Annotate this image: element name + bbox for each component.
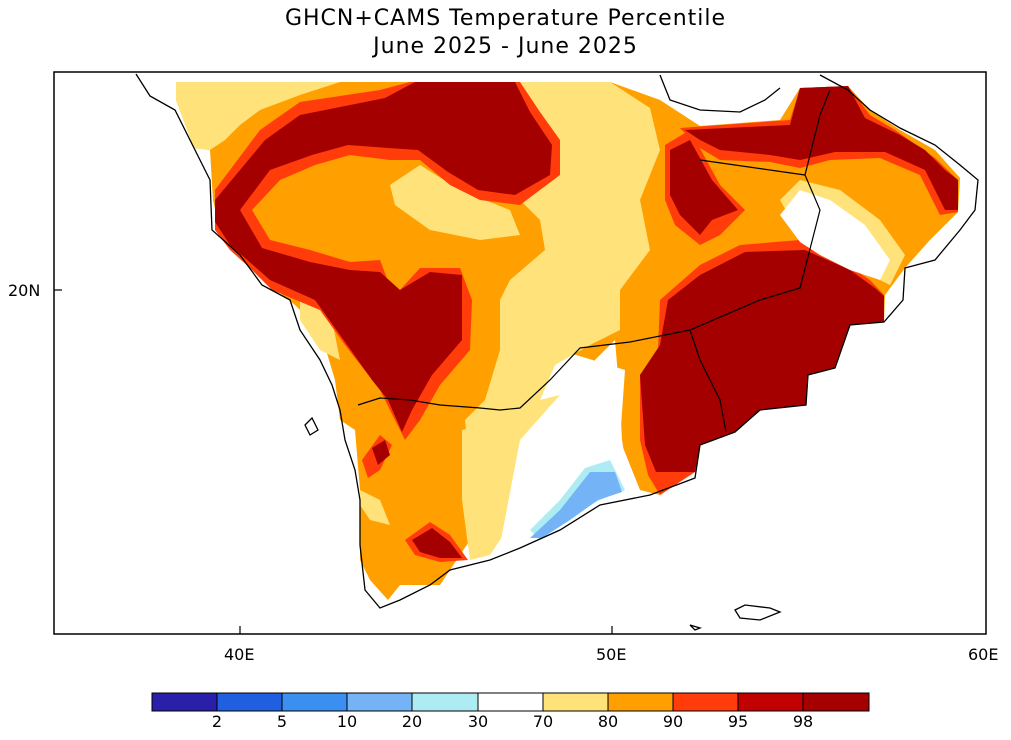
legend-swatch [737,692,804,712]
legend-label: 98 [792,712,814,731]
shade-70-80 [360,490,390,525]
legend-label: 90 [662,712,684,731]
legend-swatch [281,692,348,712]
shade-above-98 [640,250,884,472]
shade-above-98 [670,140,738,235]
borders [357,89,831,433]
x-tick-label: 60E [968,645,999,664]
x-tick-label: 40E [224,645,255,664]
y-tick-label: 20N [8,281,41,300]
legend-swatch [346,692,413,712]
shade-30-70 [780,190,890,280]
shade-above-98 [215,82,552,432]
legend-label: 95 [727,712,749,731]
x-tick-label: 50E [596,645,627,664]
map-subtitle: June 2025 - June 2025 [373,34,638,59]
shade-10-20 [530,472,622,538]
legend-label: 70 [532,712,554,731]
legend-swatch [802,692,870,712]
legend-label: 5 [276,712,288,731]
legend-swatch [672,692,739,712]
legend-swatch [411,692,479,712]
shade-above-98 [412,528,462,558]
legend-label: 2 [211,712,223,731]
shade-70-80 [176,82,340,150]
tick-marks [54,289,613,634]
legend-label: 30 [467,712,489,731]
legend-swatch [542,692,609,712]
legend-swatch [607,692,674,712]
legend-swatch [477,692,544,712]
coastlines [135,73,979,631]
shade-70-80 [465,82,660,470]
legend-label: 80 [597,712,619,731]
shade-above-98 [685,86,958,210]
legend-swatch [151,692,218,712]
shade-above-98 [372,440,390,465]
legend-label: 20 [401,712,423,731]
map-title: GHCN+CAMS Temperature Percentile [284,6,727,31]
shade-70-80 [390,165,520,240]
legend-label: 10 [336,712,358,731]
legend-swatch [216,692,283,712]
